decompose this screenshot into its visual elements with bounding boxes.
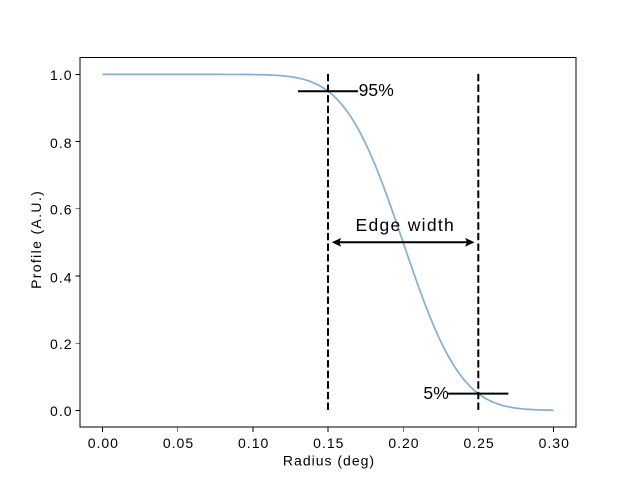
svg-text:0.05: 0.05 (163, 435, 194, 451)
svg-text:Radius (deg): Radius (deg) (283, 453, 375, 469)
svg-text:0.4: 0.4 (50, 270, 72, 286)
svg-text:Edge width: Edge width (356, 215, 456, 235)
svg-text:0.00: 0.00 (88, 435, 119, 451)
svg-text:5%: 5% (423, 383, 449, 403)
svg-text:0.0: 0.0 (50, 403, 72, 419)
svg-text:95%: 95% (359, 80, 394, 100)
svg-text:1.0: 1.0 (50, 67, 72, 83)
svg-text:0.10: 0.10 (238, 435, 269, 451)
svg-text:0.8: 0.8 (50, 135, 72, 151)
svg-text:0.30: 0.30 (539, 435, 570, 451)
svg-text:0.25: 0.25 (463, 435, 494, 451)
svg-text:Profile (A.U.): Profile (A.U.) (28, 190, 44, 289)
svg-text:0.20: 0.20 (388, 435, 419, 451)
svg-text:0.6: 0.6 (50, 202, 72, 218)
svg-text:0.2: 0.2 (50, 336, 72, 352)
svg-text:0.15: 0.15 (313, 435, 344, 451)
